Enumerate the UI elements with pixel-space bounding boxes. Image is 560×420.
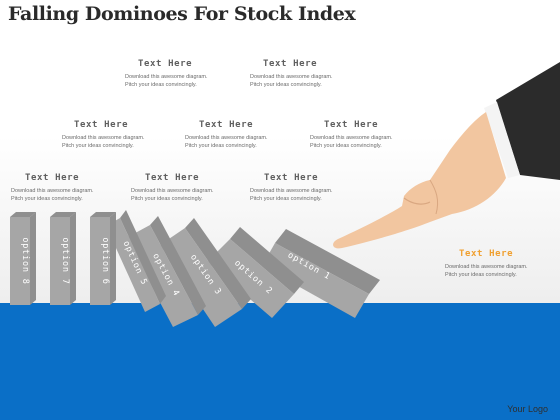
- domino-label: option 7: [60, 237, 70, 284]
- text-block-heading: Text Here: [264, 173, 319, 183]
- text-block-line: Pitch your ideas convincingly.: [131, 196, 203, 202]
- text-block-line: Download this awesome diagram.: [310, 135, 393, 141]
- text-block-line: Download this awesome diagram.: [125, 74, 208, 80]
- text-block-accent: Text Here Download this awesome diagram.…: [445, 249, 560, 279]
- text-block-line: Pitch your ideas convincingly.: [445, 272, 517, 278]
- text-block-line: Download this awesome diagram.: [62, 135, 145, 141]
- text-block-heading: Text Here: [324, 120, 379, 130]
- text-block-1: Text Here Download this awesome diagram.…: [125, 59, 275, 89]
- domino-8: option 8: [10, 212, 36, 305]
- domino-1: option 1: [262, 229, 380, 318]
- text-block-2: Text Here Download this awesome diagram.…: [250, 59, 400, 89]
- logo-text: Your Logo: [507, 404, 548, 414]
- text-block-line: Download this awesome diagram.: [445, 264, 528, 270]
- text-block-line: Pitch your ideas convincingly.: [62, 143, 134, 149]
- pointing-hand-icon: [333, 62, 560, 249]
- text-block-line: Pitch your ideas convincingly.: [125, 82, 197, 88]
- domino-6: option 6: [90, 212, 116, 305]
- text-block-line: Pitch your ideas convincingly.: [11, 196, 83, 202]
- page-title: Falling Dominoes For Stock Index: [8, 3, 356, 25]
- text-block-heading: Text Here: [25, 173, 80, 183]
- domino-label: option 6: [100, 237, 110, 284]
- text-block-8: Text Here Download this awesome diagram.…: [250, 173, 400, 203]
- text-block-6: Text Here Download this awesome diagram.…: [11, 173, 161, 203]
- text-block-heading: Text Here: [459, 249, 514, 259]
- text-block-line: Download this awesome diagram.: [11, 188, 94, 194]
- text-block-7: Text Here Download this awesome diagram.…: [131, 173, 281, 203]
- text-block-line: Pitch your ideas convincingly.: [310, 143, 382, 149]
- domino-label: option 8: [20, 237, 30, 284]
- text-block-heading: Text Here: [145, 173, 200, 183]
- text-block-4: Text Here Download this awesome diagram.…: [185, 120, 335, 150]
- text-block-heading: Text Here: [74, 120, 129, 130]
- text-block-line: Download this awesome diagram.: [250, 188, 333, 194]
- text-block-line: Download this awesome diagram.: [131, 188, 214, 194]
- text-block-5: Text Here Download this awesome diagram.…: [310, 120, 460, 150]
- text-block-heading: Text Here: [263, 59, 318, 69]
- text-block-3: Text Here Download this awesome diagram.…: [62, 120, 212, 150]
- text-block-line: Pitch your ideas convincingly.: [250, 196, 322, 202]
- background-bottom: [0, 303, 560, 420]
- text-block-line: Download this awesome diagram.: [250, 74, 333, 80]
- text-block-heading: Text Here: [199, 120, 254, 130]
- domino-7: option 7: [50, 212, 76, 305]
- text-block-line: Pitch your ideas convincingly.: [185, 143, 257, 149]
- text-block-heading: Text Here: [138, 59, 193, 69]
- text-block-line: Download this awesome diagram.: [185, 135, 268, 141]
- text-block-line: Pitch your ideas convincingly.: [250, 82, 322, 88]
